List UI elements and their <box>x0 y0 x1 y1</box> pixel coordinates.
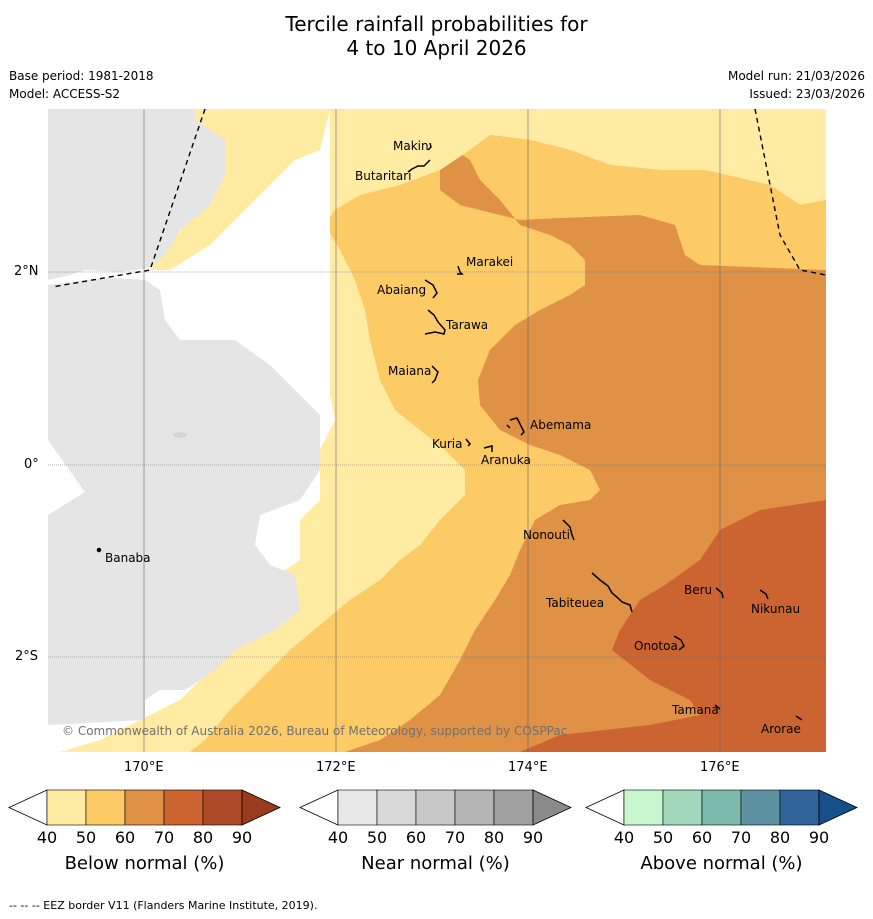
island-label-marakei: Marakei <box>466 255 514 269</box>
title-line-2: 4 to 10 April 2026 <box>346 36 527 60</box>
island-label-beru: Beru <box>684 583 713 597</box>
colorbar-tick-label: 70 <box>444 828 466 847</box>
colorbar-extend-max <box>241 789 281 826</box>
region-white-notch <box>48 440 85 515</box>
colorbar-segment <box>701 789 742 826</box>
colorbar-segment <box>662 789 703 826</box>
region-grey-north <box>48 109 225 280</box>
map-area <box>48 109 826 752</box>
lat-tick-2n: 2°N <box>14 264 39 279</box>
colorbar-segment <box>337 789 378 826</box>
island-label-nikunau: Nikunau <box>751 602 801 616</box>
colorbar-segment <box>623 789 664 826</box>
colorbar-tick-label: 40 <box>327 828 349 847</box>
island-label-butaritari: Butaritari <box>355 169 412 183</box>
lat-tick-0: 0° <box>24 457 39 472</box>
lon-tick-174e: 174°E <box>508 760 548 775</box>
island-label-tarawa: Tarawa <box>446 318 489 332</box>
eez-border <box>51 109 826 288</box>
colorbar-tick-label: 50 <box>366 828 388 847</box>
colorbar-segment <box>779 789 820 826</box>
copyright-notice: © Commonwealth of Australia 2026, Bureau… <box>62 724 568 738</box>
island-shapes <box>96 142 803 721</box>
colorbar-tick-label: 90 <box>808 828 830 847</box>
island-label-nonouti: Nonouti <box>523 528 570 542</box>
colorbar-title: Near normal (%) <box>361 853 510 874</box>
region-grey-spot <box>173 432 187 438</box>
colorbar-segment <box>740 789 781 826</box>
island-label-aranuka: Aranuka <box>481 453 531 467</box>
colorbar-tick-label: 40 <box>613 828 635 847</box>
island-label-banaba: Banaba <box>105 551 151 565</box>
colorbar-segment <box>493 789 534 826</box>
colorbar-tick-label: 80 <box>192 828 214 847</box>
colorbar-tick-label: 60 <box>691 828 713 847</box>
colorbar-tick-label: 80 <box>769 828 791 847</box>
island-label-tabiteuea: Tabiteuea <box>546 596 605 610</box>
island-label-abemama: Abemama <box>530 418 592 432</box>
colorbar-tick-label: 60 <box>114 828 136 847</box>
island-label-makin: Makin <box>393 139 429 153</box>
colorbar-tick-label: 70 <box>153 828 175 847</box>
colorbar-segment <box>85 789 126 826</box>
island-label-kuria: Kuria <box>432 437 463 451</box>
island-label-tamana: Tamana <box>672 703 719 717</box>
colorbars <box>8 789 858 826</box>
colorbar-extend-max <box>532 789 572 826</box>
meta-left: Base period: 1981-2018 Model: ACCESS-S2 <box>9 67 154 103</box>
lon-tick-170e: 170°E <box>124 760 164 775</box>
lon-tick-172e: 172°E <box>316 760 356 775</box>
colorbar-title: Above normal (%) <box>640 853 803 874</box>
lat-tick-2s: 2°S <box>15 649 39 664</box>
colorbar-tick-label: 90 <box>522 828 544 847</box>
colorbar-tick-label: 50 <box>652 828 674 847</box>
colorbar-tick-label: 70 <box>730 828 752 847</box>
colorbar-tick-label: 60 <box>405 828 427 847</box>
colorbar-segment <box>376 789 417 826</box>
model-name: Model: ACCESS-S2 <box>9 87 121 101</box>
colorbar-tick-label: 50 <box>75 828 97 847</box>
island-label-maiana: Maiana <box>388 364 432 378</box>
model-run: Model run: 21/03/2026 <box>727 69 865 83</box>
colorbar-title: Below normal (%) <box>64 853 225 874</box>
colorbar-segment <box>163 789 204 826</box>
colorbar-segment <box>46 789 87 826</box>
island-label-onotoa: Onotoa <box>634 639 678 653</box>
island-label-abaiang: Abaiang <box>377 283 427 297</box>
colorbar-segment <box>124 789 165 826</box>
colorbar-segment <box>454 789 495 826</box>
colorbar-tick-label: 80 <box>483 828 505 847</box>
meta-right: Model run: 21/03/2026 Issued: 23/03/2026 <box>728 67 865 103</box>
colorbar-extend-min <box>299 789 339 826</box>
colorbar-segment <box>202 789 243 826</box>
colorbar-segment <box>415 789 456 826</box>
graticule <box>48 109 826 752</box>
lon-tick-176e: 176°E <box>700 760 740 775</box>
title-line-1: Tercile rainfall probabilities for <box>285 12 588 36</box>
chart-title: Tercile rainfall probabilities for 4 to … <box>0 12 873 60</box>
base-period: Base period: 1981-2018 <box>9 69 154 83</box>
eez-footer-note: -- -- -- EEZ border V11 (Flanders Marine… <box>9 899 318 912</box>
colorbar-tick-label: 90 <box>231 828 253 847</box>
region-grey-south <box>48 278 320 725</box>
colorbar-extend-max <box>818 789 858 826</box>
colorbar-extend-min <box>8 789 48 826</box>
region-below-70-80 <box>520 500 826 752</box>
island-label-arorae: Arorae <box>761 722 801 736</box>
colorbar-extend-min <box>585 789 625 826</box>
issued-date: Issued: 23/03/2026 <box>749 87 865 101</box>
colorbar-tick-label: 40 <box>36 828 58 847</box>
